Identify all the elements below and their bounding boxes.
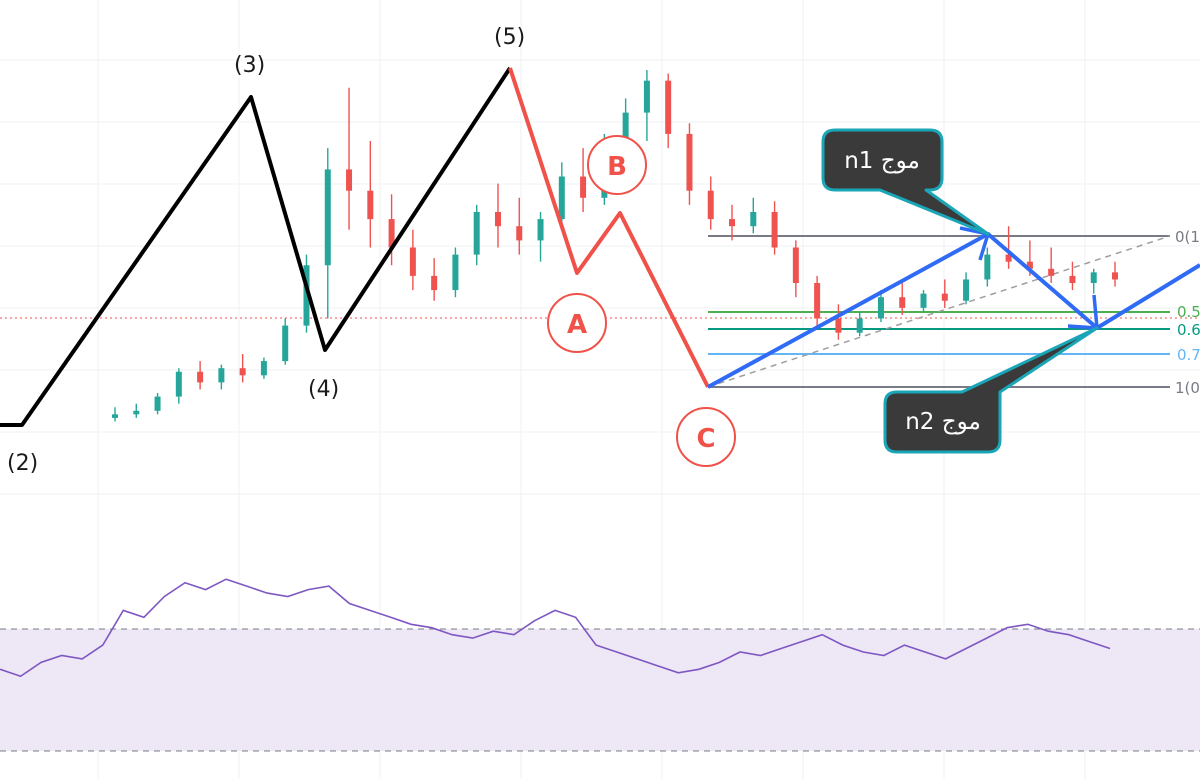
candle-body bbox=[686, 133, 693, 191]
wave-label-a: A bbox=[547, 293, 607, 353]
candle-body bbox=[516, 226, 523, 241]
candle-body bbox=[750, 212, 757, 227]
candle-body bbox=[1069, 275, 1076, 283]
fib-label-0-786: 0.7 bbox=[1177, 346, 1200, 364]
candle-body bbox=[494, 212, 501, 227]
fib-label-1: 1(0 bbox=[1175, 379, 1200, 397]
candle-body bbox=[665, 80, 672, 134]
candle-body bbox=[197, 371, 204, 383]
rsi-band bbox=[0, 629, 1200, 751]
wave-label-b: B bbox=[587, 135, 647, 195]
wave-label-2: (2) bbox=[7, 451, 38, 476]
candle-body bbox=[282, 325, 289, 362]
candle-body bbox=[899, 297, 906, 308]
corrective-wave-line bbox=[508, 67, 710, 388]
candle-body bbox=[941, 293, 948, 301]
candle-body bbox=[112, 414, 118, 418]
candle-body bbox=[452, 254, 459, 291]
wave-label-c: C bbox=[676, 407, 736, 467]
callout-wave-2: nموج 2 bbox=[883, 326, 1099, 454]
fib-label-0: 0(1 bbox=[1175, 228, 1200, 246]
candle-body bbox=[409, 247, 416, 276]
candle-body bbox=[856, 318, 863, 333]
candle-body bbox=[835, 318, 842, 333]
candle-body bbox=[218, 368, 225, 383]
impulse-wave-line bbox=[0, 66, 512, 427]
candle-body bbox=[984, 254, 991, 280]
wave-label-5: (5) bbox=[494, 25, 525, 50]
candle-body bbox=[324, 169, 331, 266]
projection-wave-line bbox=[707, 232, 1200, 389]
candle-body bbox=[1112, 272, 1118, 280]
callout-wave-1: nموج 1 bbox=[821, 128, 990, 236]
candle-body bbox=[707, 190, 714, 220]
candle-body bbox=[1005, 254, 1012, 262]
candle-body bbox=[260, 361, 267, 376]
callout-wave-2-text: nموج 2 bbox=[905, 409, 981, 435]
fib-trend-line bbox=[707, 235, 1171, 388]
rsi-line bbox=[0, 578, 1111, 678]
callout-wave-1-text: nموج 1 bbox=[844, 148, 920, 174]
candle-body bbox=[1048, 268, 1055, 276]
candle-body bbox=[133, 410, 140, 415]
candle-body bbox=[537, 219, 544, 241]
candle-body bbox=[558, 176, 565, 220]
candle-body bbox=[814, 283, 821, 319]
wave-label-a-text: A bbox=[567, 310, 587, 340]
candle-body bbox=[1026, 261, 1033, 269]
candle-body bbox=[963, 279, 970, 301]
candle-body bbox=[473, 212, 480, 255]
candle-body bbox=[431, 275, 438, 291]
fib-label-0-618: 0.6 bbox=[1177, 321, 1200, 339]
candle-body bbox=[175, 371, 182, 397]
candle-body bbox=[877, 297, 884, 319]
wave-label-4: (4) bbox=[308, 377, 339, 402]
candle-body bbox=[1090, 272, 1097, 283]
candle-body bbox=[388, 219, 395, 248]
fib-label-0-5: 0.5 bbox=[1177, 303, 1200, 321]
candle-body bbox=[622, 112, 629, 145]
wave-label-b-text: B bbox=[607, 152, 627, 182]
candle-body bbox=[792, 247, 799, 283]
fib-levels: 0(1 0.5 0.6 0.7 1(0 bbox=[707, 228, 1200, 397]
candle-body bbox=[729, 219, 736, 227]
wave-label-3: (3) bbox=[234, 53, 265, 78]
candle-body bbox=[303, 265, 310, 326]
candle-body bbox=[367, 190, 374, 220]
candle-body bbox=[239, 368, 246, 376]
candle-body bbox=[580, 176, 587, 198]
candle-body bbox=[920, 293, 927, 308]
candle-body bbox=[154, 396, 161, 411]
candle-body bbox=[643, 80, 650, 113]
wave-label-c-text: C bbox=[696, 424, 715, 454]
candle-body bbox=[346, 169, 353, 191]
candle-body bbox=[771, 212, 778, 248]
